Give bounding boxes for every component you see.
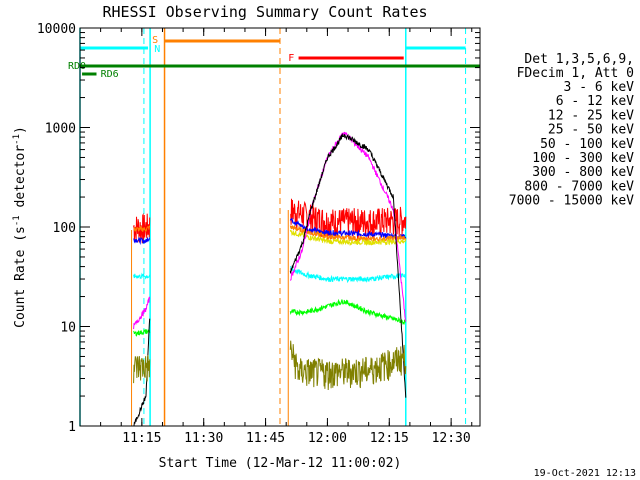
series-800-7000-keV-seg0	[133, 224, 151, 232]
rd0-label: RD0	[68, 61, 86, 72]
night-label: N	[154, 44, 160, 55]
x-tick-label-12:00: 12:00	[308, 431, 347, 446]
y-axis-ticks: 1 10 100 1000 10000	[37, 22, 480, 435]
y-axis-label-part2: detector	[13, 145, 28, 216]
rd6-label: RD6	[101, 69, 119, 80]
series-25-50-keV-seg0	[133, 272, 151, 280]
x-tick-label-12:15: 12:15	[370, 431, 409, 446]
x-tick-label-12:30: 12:30	[432, 431, 471, 446]
y-axis-label-part3: )	[13, 126, 28, 134]
legend-header-line1: Det 1,3,5,6,9,	[524, 52, 634, 67]
y-axis-label: Count Rate (s-1 detector-1)	[12, 126, 28, 328]
series-7000-15000-keV-seg1	[289, 340, 407, 391]
series-3-6-keV-seg1	[289, 132, 407, 398]
series-7000-15000-keV-seg0	[133, 355, 151, 384]
legend-entry-7: 800 - 7000 keV	[524, 179, 634, 194]
chart-overlays: SN F RD0 RD6	[68, 28, 480, 426]
chart-title: RHESSI Observing Summary Count Rates	[102, 3, 427, 21]
legend: Det 1,3,5,6,9, FDecim 1, Att 0 3 - 6 keV…	[509, 52, 635, 209]
y-tick-label-10: 10	[60, 321, 76, 336]
y-tick-label-10000: 10000	[37, 22, 76, 37]
legend-entry-0: 3 - 6 keV	[564, 80, 635, 95]
series-300-800-keV-seg1	[289, 217, 407, 240]
y-tick-label-1000: 1000	[45, 122, 76, 137]
y-axis-label-part1: Count Rate (s	[13, 226, 28, 328]
legend-entry-4: 50 - 100 keV	[540, 137, 634, 152]
series-50-100-keV-seg0	[289, 229, 407, 247]
series-800-7000-keV-seg1	[289, 224, 407, 244]
x-tick-label-11:30: 11:30	[184, 431, 223, 446]
x-tick-label-11:45: 11:45	[246, 431, 285, 446]
chart-series	[133, 131, 407, 427]
legend-header-line2: FDecim 1, Att 0	[517, 66, 634, 81]
y-axis-label-sup1: -1	[12, 215, 22, 226]
legend-entry-5: 100 - 300 keV	[532, 151, 634, 166]
legend-entry-8: 7000 - 15000 keV	[509, 194, 634, 209]
y-tick-label-1: 1	[68, 420, 76, 435]
series-300-800-keV-seg0	[133, 236, 151, 245]
series-12-25-keV-seg0	[133, 328, 151, 337]
legend-entry-3: 25 - 50 keV	[548, 123, 634, 138]
legend-entry-2: 12 - 25 keV	[548, 108, 634, 123]
series-12-25-keV-seg1	[289, 298, 407, 326]
footer-date: 19-Oct-2021 12:13	[534, 468, 636, 479]
series-100-300-keV-seg1	[290, 198, 407, 240]
flare-label: F	[288, 53, 294, 64]
y-tick-label-100: 100	[53, 221, 76, 236]
x-axis-label: Start Time (12-Mar-12 11:00:02)	[159, 456, 402, 471]
series-6-12-keV-seg0	[133, 296, 151, 330]
x-tick-label-11:15: 11:15	[122, 431, 161, 446]
series-25-50-keV-seg1	[289, 265, 407, 284]
legend-entry-1: 6 - 12 keV	[556, 94, 634, 109]
legend-entry-6: 300 - 800 keV	[532, 165, 634, 180]
x-axis-ticks: 11:15 11:30 11:45 12:00 12:15 12:30	[79, 28, 473, 446]
saa-label: S	[152, 35, 158, 46]
y-axis-label-sup2: -1	[12, 134, 22, 145]
